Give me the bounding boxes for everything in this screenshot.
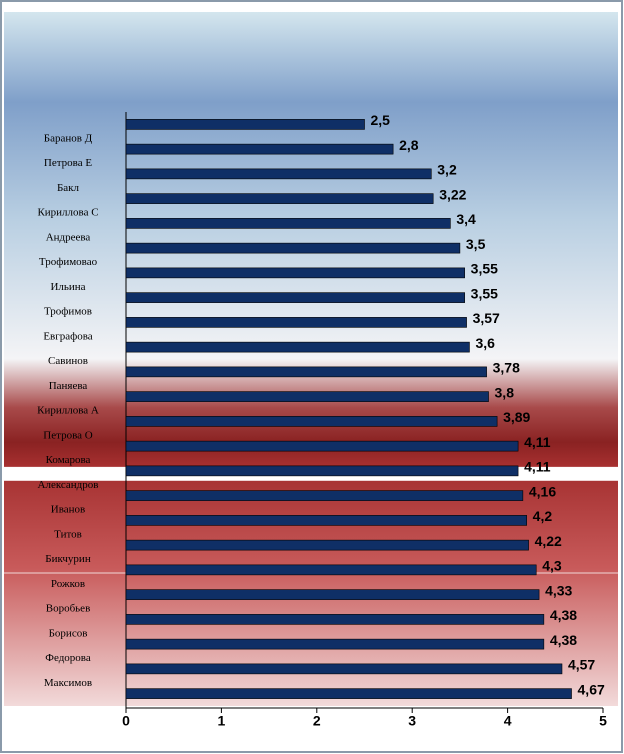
data-label: 4,2 <box>533 508 553 524</box>
y-tick-label: Андреева <box>46 231 91 243</box>
data-label: 3,55 <box>471 285 498 301</box>
bar <box>125 143 394 155</box>
y-tick-label: Борисов <box>49 627 88 639</box>
bar <box>125 416 498 427</box>
data-label: 2,8 <box>399 137 419 153</box>
data-label: 2,5 <box>371 112 391 128</box>
y-tick-label: Петрова О <box>43 429 92 441</box>
data-label: 4,16 <box>529 483 556 499</box>
bar <box>125 366 487 378</box>
x-tick-label: 3 <box>408 713 416 729</box>
data-label: 4,11 <box>524 434 551 450</box>
data-label: 3,89 <box>503 409 530 425</box>
bar <box>125 193 434 204</box>
data-label: 3,2 <box>437 162 457 178</box>
y-tick-label: Максимов <box>44 677 92 689</box>
bar <box>125 638 545 650</box>
data-label: 3,55 <box>471 261 498 277</box>
data-label: 4,57 <box>568 657 595 673</box>
data-label: 3,4 <box>456 211 476 227</box>
bar <box>125 564 537 576</box>
data-label: 3,5 <box>466 236 486 252</box>
y-tick-label: Трофимовао <box>39 256 98 268</box>
x-tick-label: 1 <box>218 713 226 729</box>
bar <box>125 614 545 625</box>
data-label: 3,8 <box>495 384 515 400</box>
x-tick-label: 2 <box>313 713 321 729</box>
data-label: 3,22 <box>439 186 466 202</box>
bar <box>125 490 524 501</box>
bar <box>125 292 465 303</box>
bar <box>125 515 527 526</box>
bar <box>125 267 465 279</box>
bar <box>125 663 563 675</box>
y-tick-label: Кириллова С <box>37 207 98 219</box>
data-label: 4,38 <box>550 632 577 648</box>
x-tick-label: 4 <box>504 713 512 729</box>
bar <box>125 391 489 402</box>
y-tick-label: Комарова <box>46 454 91 466</box>
data-label: 3,57 <box>473 310 500 326</box>
plot-background <box>4 12 618 706</box>
data-label: 3,78 <box>493 360 520 376</box>
bar <box>125 341 470 353</box>
bar <box>125 218 451 229</box>
x-tick-label: 5 <box>599 713 607 729</box>
bar <box>125 317 467 328</box>
y-tick-label: Бакл <box>57 182 80 194</box>
bar <box>125 539 529 551</box>
bar <box>125 688 572 699</box>
x-tick-label: 0 <box>122 713 130 729</box>
bar <box>125 465 519 477</box>
data-label: 4,3 <box>542 558 562 574</box>
data-label: 3,6 <box>475 335 495 351</box>
y-tick-label: Кириллова А <box>37 405 99 417</box>
y-tick-label: Баранов Д <box>44 132 93 144</box>
bar <box>125 440 519 452</box>
y-tick-label: Бикчурин <box>45 553 91 565</box>
y-tick-label: Иванов <box>51 504 85 516</box>
data-label: 4,22 <box>535 533 562 549</box>
data-label: 4,38 <box>550 607 577 623</box>
bar <box>125 589 540 600</box>
y-tick-label: Воробьев <box>46 603 91 615</box>
y-tick-label: Петрова Е <box>44 157 92 169</box>
y-tick-label: Савинов <box>48 355 88 367</box>
data-label: 4,33 <box>545 582 572 598</box>
data-label: 4,11 <box>524 459 551 475</box>
data-label: 4,67 <box>578 681 605 697</box>
y-tick-label: Рожков <box>51 578 85 590</box>
y-tick-label: Паняева <box>49 380 88 392</box>
y-tick-label: Трофимов <box>44 306 92 318</box>
bar <box>125 168 432 180</box>
y-tick-label: Евграфова <box>43 330 92 342</box>
y-tick-label: Александров <box>38 479 99 491</box>
y-tick-label: Ильина <box>50 281 85 293</box>
y-tick-label: Титов <box>54 528 82 540</box>
bar <box>125 119 365 130</box>
bar <box>125 242 461 254</box>
y-tick-label: Федорова <box>45 652 91 664</box>
